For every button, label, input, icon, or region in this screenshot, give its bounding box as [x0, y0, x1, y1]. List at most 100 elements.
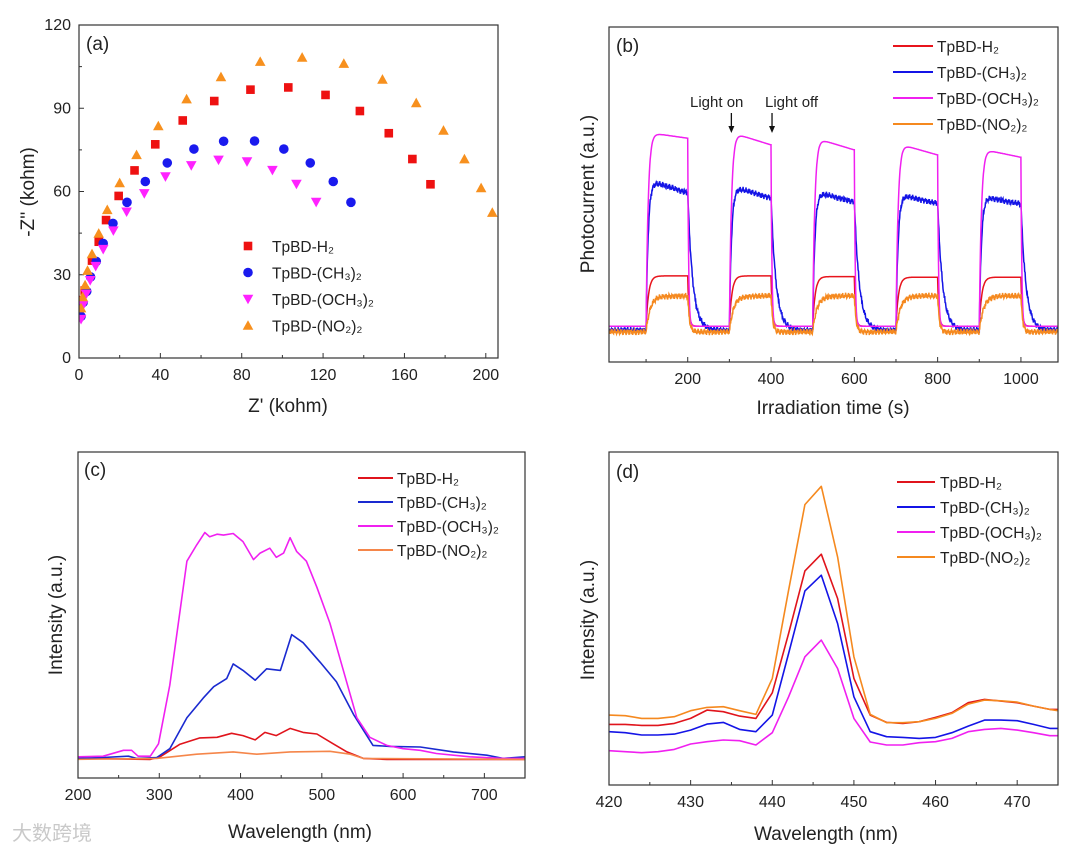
legend-label: TpBD-(OCH₃)₂	[272, 292, 374, 309]
data-point	[86, 248, 98, 259]
data-point	[108, 218, 118, 229]
series-line	[609, 485, 1058, 724]
x-tick-label: 420	[596, 794, 623, 811]
data-point	[338, 58, 350, 68]
data-point	[213, 155, 224, 166]
data-point	[185, 161, 197, 171]
x-axis-label-a: Z' (kohm)	[248, 396, 328, 417]
x-tick-label: 430	[677, 794, 704, 811]
data-point	[241, 157, 253, 167]
panel-label-c: (c)	[84, 460, 106, 481]
series-line	[609, 639, 1058, 754]
data-point	[209, 96, 219, 106]
x-tick-label: 400	[758, 371, 785, 388]
data-point	[279, 144, 289, 154]
y-axis-label-b: Photocurrent (a.u.)	[578, 115, 599, 273]
data-point	[101, 204, 113, 215]
y-tick-label: 60	[53, 184, 71, 201]
data-layer	[609, 485, 1058, 754]
x-tick-label: 700	[471, 787, 498, 804]
panel-label-b: (b)	[616, 36, 639, 57]
data-point	[328, 176, 339, 187]
axes-frame	[78, 24, 499, 359]
x-tick-label: 600	[390, 787, 417, 804]
data-point	[84, 276, 96, 286]
y-tick-label: 0	[62, 350, 71, 367]
axes-frame	[608, 451, 1059, 786]
series-triangle-down	[79, 155, 322, 325]
legend-label: TpBD-H₂	[272, 239, 334, 256]
data-point	[459, 153, 470, 164]
x-tick-label: 200	[472, 367, 499, 384]
legend-label: TpBD-H₂	[940, 475, 1002, 492]
legend-label: TpBD-(CH₃)₂	[937, 65, 1027, 82]
arrow-head-icon	[728, 126, 735, 133]
legend: TpBD-H₂ TpBD-(CH₃)₂ TpBD-(OCH₃)₂ TpBD-(NO₂)…	[893, 39, 1039, 134]
data-point	[246, 85, 255, 94]
data-point	[189, 144, 199, 154]
series-line	[78, 531, 525, 760]
data-point	[122, 197, 132, 208]
data-point	[79, 279, 91, 290]
x-tick-label: 120	[310, 367, 337, 384]
y-tick-label: 120	[44, 17, 71, 34]
x-tick-label: 1000	[1003, 371, 1039, 388]
series-line	[609, 179, 1058, 335]
x-tick-label: 0	[75, 367, 84, 384]
plot-area-d: 420 430 440 450 460 470TpBD-H₂TpBD-(CH₃)₂TpBD…	[596, 451, 1059, 811]
legend-item: TpBD-(OCH₃)₂	[897, 525, 1042, 542]
plot-area-b: 200 400 600 800 1000 TpBD-H₂ TpBD-(CH₃)₂ TpBD-(…	[608, 26, 1059, 388]
data-point	[97, 244, 109, 255]
data-point	[408, 154, 417, 164]
legend-label: TpBD-(CH₃)₂	[940, 500, 1030, 517]
data-point	[410, 97, 422, 108]
legend-item: TpBD-(NO₂)₂	[893, 117, 1027, 134]
axes-frame	[77, 451, 526, 779]
x-tick-label: 800	[924, 371, 951, 388]
data-point	[138, 189, 150, 199]
series-line	[609, 133, 1058, 327]
x-tick-label: 440	[759, 794, 786, 811]
panel-label-d: (d)	[616, 462, 639, 483]
data-point	[283, 83, 293, 92]
data-point	[291, 179, 302, 190]
legend-item: TpBD-(OCH₃)₂	[242, 292, 374, 309]
series-line	[78, 727, 525, 761]
legend-item: TpBD-(OCH₃)₂	[893, 91, 1039, 108]
data-point	[487, 207, 498, 217]
x-tick-label: 460	[922, 794, 949, 811]
plot-area-c: 200 300 400 500 600 700TpBD-H₂TpBD-(CH₃)₂TpBD…	[65, 451, 526, 804]
x-tick-label: 160	[391, 367, 418, 384]
arrow-head-icon	[769, 126, 776, 133]
legend-item: TpBD-(CH₃)₂	[358, 495, 487, 512]
series-line	[78, 633, 525, 760]
panel-a: (a) Z' (kohm) -Z'' (kohm)	[18, 34, 328, 417]
data-point	[79, 314, 87, 325]
legend-item: TpBD-(NO₂)₂	[897, 550, 1030, 567]
legend-item: TpBD-H₂	[358, 471, 459, 488]
panel-c: (c) Wavelength (nm) Intensity (a.u.)	[46, 460, 372, 843]
legend-label: TpBD-(NO₂)₂	[397, 543, 487, 560]
data-point	[150, 140, 160, 149]
data-point	[101, 215, 111, 225]
data-point	[254, 56, 266, 66]
data-point	[162, 158, 173, 168]
legend-label: TpBD-(NO₂)₂	[940, 550, 1030, 567]
series-triangle-up	[79, 52, 498, 313]
data-point	[384, 128, 394, 138]
legend-label: TpBD-(OCH₃)₂	[397, 519, 499, 536]
data-point	[79, 302, 87, 313]
legend-item: TpBD-(OCH₃)₂	[358, 519, 499, 536]
x-tick-label: 40	[151, 367, 169, 384]
x-axis-label-c: Wavelength (nm)	[228, 822, 372, 843]
legend-label: TpBD-(NO₂)₂	[937, 117, 1027, 134]
series-line	[609, 275, 1058, 327]
legend-marker-icon	[243, 267, 253, 278]
x-axis-label-d: Wavelength (nm)	[754, 824, 898, 845]
legend-item: TpBD-H₂	[897, 475, 1002, 492]
data-point	[93, 228, 105, 238]
legend-item: TpBD-(CH₃)₂	[243, 266, 362, 283]
data-point	[181, 93, 192, 104]
legend-item: TpBD-H₂	[243, 239, 334, 256]
